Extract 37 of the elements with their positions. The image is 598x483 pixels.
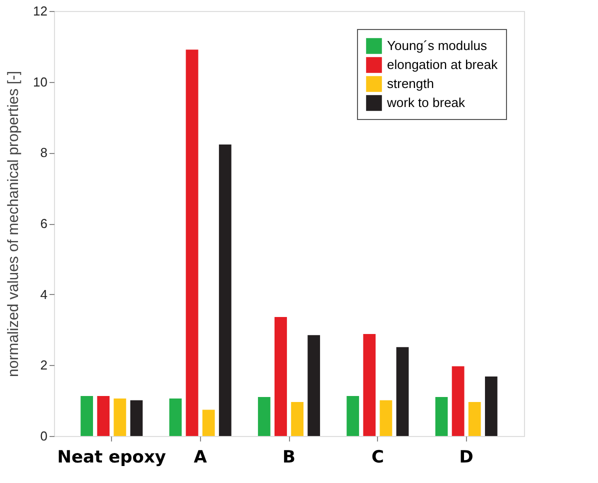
x-tick-label: Neat epoxy — [57, 448, 166, 468]
bar — [186, 50, 198, 436]
bar — [80, 396, 94, 436]
x-tick-label: B — [282, 448, 296, 468]
bar — [114, 398, 126, 436]
y-tick-label: 8 — [40, 145, 48, 160]
bar — [130, 400, 143, 436]
y-tick-label: 2 — [40, 358, 48, 373]
y-tick-label: 0 — [40, 428, 48, 444]
x-tick-label: A — [194, 448, 208, 468]
bar — [169, 398, 182, 436]
bar — [274, 317, 287, 436]
bar — [452, 366, 464, 436]
bar — [396, 347, 409, 436]
bar — [308, 335, 320, 436]
legend-label: work to break — [386, 95, 466, 110]
bar — [468, 402, 481, 436]
bar — [202, 410, 215, 436]
bar — [363, 334, 376, 436]
bar — [484, 376, 498, 436]
y-tick-label: 4 — [40, 286, 48, 302]
bar — [258, 397, 270, 436]
legend-label: elongation at break — [387, 57, 498, 72]
bar — [97, 396, 110, 436]
legend-label: strength — [387, 76, 434, 91]
x-tick-label: D — [459, 448, 474, 468]
y-tick-label: 6 — [40, 216, 48, 231]
y-tick-label: 12 — [33, 4, 48, 18]
bar — [291, 402, 304, 436]
bar — [346, 396, 360, 436]
bar — [380, 400, 392, 436]
y-tick-label: 10 — [33, 74, 48, 90]
x-tick-label: C — [371, 448, 384, 468]
bar — [435, 397, 448, 436]
legend-label: Young´s modulus — [387, 38, 488, 53]
bar — [218, 144, 232, 436]
y-axis-title: normalized values of mechanical properties [-] — [5, 71, 22, 377]
